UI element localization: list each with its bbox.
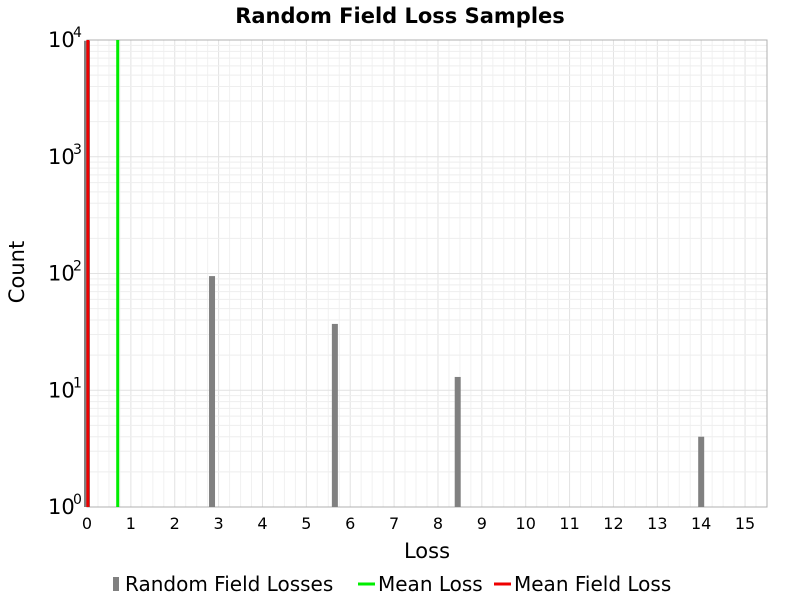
x-tick-label: 7 (389, 514, 399, 533)
bar (331, 323, 338, 507)
data-marks (84, 40, 705, 507)
y-tick-label: 10 (48, 378, 75, 402)
x-tick-label: 11 (559, 514, 579, 533)
chart-title: Random Field Loss Samples (235, 4, 565, 28)
x-axis-label: Loss (404, 539, 450, 563)
y-axis-label: Count (5, 241, 29, 303)
grid (86, 40, 768, 508)
x-tick-label: 10 (516, 514, 536, 533)
x-tick-label: 3 (214, 514, 224, 533)
legend-label: Mean Field Loss (514, 572, 671, 596)
bar (209, 276, 216, 507)
x-tick-label: 8 (433, 514, 443, 533)
y-tick-label: 10 (48, 145, 75, 169)
x-tick-label: 2 (170, 514, 180, 533)
y-tick-exponent: 3 (73, 142, 82, 158)
x-tick-label: 13 (647, 514, 667, 533)
legend-label: Random Field Losses (125, 572, 333, 596)
legend: Random Field Losses Mean Loss Mean Field L… (113, 572, 671, 596)
x-axis-ticks: 0 1 2 3 4 5 6 7 8 9 10 11 12 13 14 15 (82, 514, 755, 533)
x-tick-label: 14 (691, 514, 711, 533)
x-tick-label: 15 (735, 514, 755, 533)
y-tick-exponent: 2 (73, 259, 82, 275)
y-tick-exponent: 1 (73, 375, 82, 391)
x-tick-label: 5 (301, 514, 311, 533)
x-tick-label: 1 (126, 514, 136, 533)
x-tick-label: 6 (345, 514, 355, 533)
y-tick-label: 10 (48, 262, 75, 286)
y-tick-label: 10 (48, 28, 75, 52)
x-tick-label: 0 (82, 514, 92, 533)
x-tick-label: 12 (603, 514, 623, 533)
x-tick-label: 9 (477, 514, 487, 533)
y-tick-exponent: 4 (73, 25, 82, 41)
y-tick-exponent: 0 (73, 492, 82, 508)
x-tick-label: 4 (257, 514, 267, 533)
legend-label: Mean Loss (378, 572, 483, 596)
bar (454, 376, 461, 507)
legend-swatch (113, 577, 119, 591)
bar (698, 436, 705, 507)
y-tick-label: 10 (48, 495, 75, 519)
